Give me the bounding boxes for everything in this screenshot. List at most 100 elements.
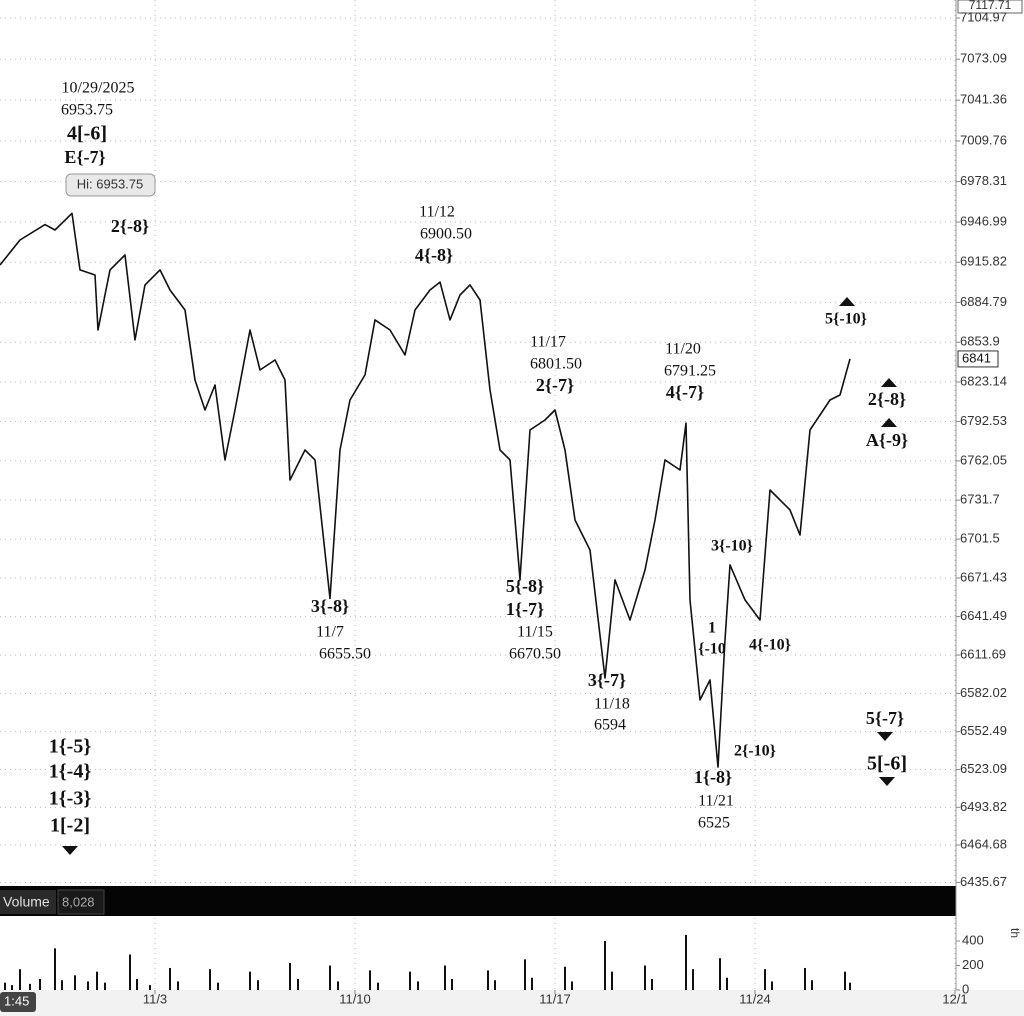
y-tick-label: 6701.5 [960,531,1000,546]
volume-bar [19,969,21,990]
wave-label: 2{-8} [111,216,149,236]
x-tick-label: 11/24 [739,991,771,1006]
x-tick-label: 12/1 [942,991,967,1006]
volume-bar [177,981,179,990]
volume-bar [804,967,806,990]
volume-bar [844,971,846,990]
volume-bar [297,978,299,990]
y-tick-label: 7073.09 [960,51,1007,66]
volume-tick-label: 400 [962,932,984,947]
volume-title: Volume [3,894,50,910]
start-time-box [0,992,36,1012]
volume-bar [571,981,573,990]
y-tick-label: 7009.76 [960,132,1007,147]
volume-bar [11,985,13,990]
x-axis-strip [0,990,1024,1016]
wave-label: 1 [708,620,716,637]
volume-bar [4,982,6,990]
start-time-label: 1:45 [4,993,29,1008]
wave-label: 3{-7} [588,670,626,690]
y-tick-label: 6552.49 [960,723,1007,738]
volume-bar [329,965,331,990]
volume-bar [136,978,138,990]
y-tick-label: 6978.31 [960,173,1007,188]
y-tick-label: 6641.49 [960,608,1007,623]
volume-bar [96,971,98,990]
wave-label: 5{-8} [506,576,544,596]
wave-label: 6594 [594,717,626,734]
volume-tick-label: 0 [962,981,969,996]
down-triangle [879,777,895,786]
volume-bar [719,958,721,990]
volume-bar [257,980,259,990]
y-tick-label: 6853.9 [960,334,1000,349]
y-tick-label: 7104.97 [960,9,1007,24]
wave-label: {-10 [698,641,726,658]
volume-bar [217,982,219,990]
volume-bar [451,978,453,990]
volume-bar [524,959,526,990]
wave-label: 6900.50 [420,226,472,243]
y-tick-label: 6464.68 [960,836,1007,851]
y-tick-label: 7041.36 [960,92,1007,107]
wave-label: 3{-10} [711,538,753,555]
up-triangle [881,418,897,427]
last-price-box [957,350,999,368]
wave-label: 11/7 [316,624,344,641]
down-triangle [62,846,78,855]
y-tick-label: 6884.79 [960,294,1007,309]
volume-bar [444,965,446,990]
volume-bar [726,977,728,990]
y-tick-label: 6435.67 [960,874,1007,889]
wave-label: 2{-7} [536,375,574,395]
y-tick-label: 6582.02 [960,685,1007,700]
y-tick-label: 6671.43 [960,569,1007,584]
wave-label: 5[-6] [867,753,907,775]
wave-label: 11/18 [594,696,630,713]
wave-label: 6670.50 [509,646,561,663]
wave-label: 6801.50 [530,356,582,373]
volume-bar [764,969,766,990]
wave-label: 11/12 [419,204,455,221]
volume-bar [289,963,291,990]
y-tick-label: 6731.7 [960,492,1000,507]
volume-bar [337,981,339,990]
volume-value-box [57,889,105,915]
wave-label: 4[-6] [67,123,107,145]
y-tick-label: 6493.82 [960,799,1007,814]
wave-label: 11/21 [698,793,734,810]
up-triangle [881,378,897,387]
volume-bar [54,948,56,990]
down-triangle [877,732,893,741]
volume-bar [849,982,851,990]
wave-label: 1{-7} [506,599,544,619]
wave-label: 6953.75 [61,102,113,119]
wave-label: A{-9} [866,430,908,450]
wave-label: 6525 [698,815,730,832]
volume-bar [604,941,606,990]
volume-bar [377,982,379,990]
wave-label: E{-7} [64,147,105,167]
x-tick-label: 11/17 [539,991,571,1006]
tooltip-text: Hi: 6953.75 [77,176,144,191]
volume-bar [29,983,31,990]
top-price-label: 7117.71 [969,0,1012,12]
volume-bar [564,966,566,990]
volume-last-value: 8,028 [62,894,95,909]
wave-label: 5{-7} [866,708,904,728]
volume-bar [531,977,533,990]
up-triangle [839,297,855,306]
wave-label: 11/20 [665,341,701,358]
volume-bar [149,985,151,990]
wave-label: 4{-8} [415,245,453,265]
volume-bar [487,970,489,990]
y-tick-label: 6611.69 [960,647,1006,662]
wave-label: 10/29/2025 [62,80,135,97]
x-tick-label: 11/10 [339,991,371,1006]
volume-bar [169,967,171,990]
wave-label: 11/15 [517,624,553,641]
volume-bar [249,971,251,990]
wave-label: 5{-10} [825,311,867,328]
high-tooltip: Hi: 6953.75 [65,173,156,197]
